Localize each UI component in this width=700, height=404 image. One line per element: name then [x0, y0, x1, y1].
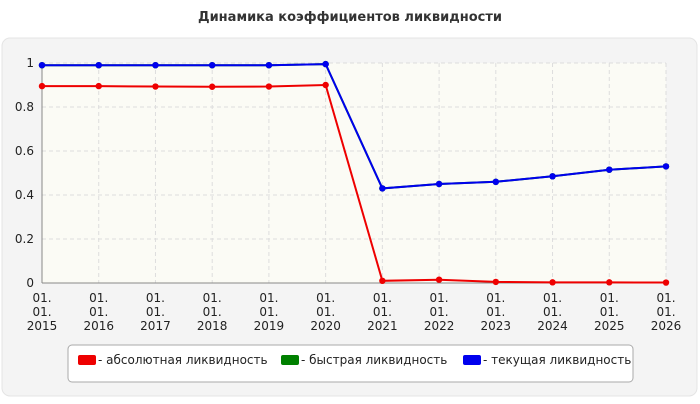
- data-point: [606, 166, 613, 173]
- x-tick-label: 01. 01. 2024: [537, 291, 568, 333]
- data-point: [662, 163, 670, 170]
- x-tick-label: 01. 01. 2016: [83, 291, 114, 333]
- series-line: [42, 63, 667, 190]
- y-tick-label: 0.2: [15, 232, 34, 246]
- data-point: [95, 61, 102, 69]
- data-point: [152, 83, 159, 90]
- data-point: [208, 61, 216, 69]
- x-tick-label: 01. 01. 2019: [254, 291, 285, 333]
- data-point: [38, 82, 46, 90]
- data-point: [38, 61, 46, 69]
- data-point: [379, 185, 386, 192]
- x-tick-label: 01. 01. 2020: [310, 291, 341, 333]
- x-tick-label: 01. 01. 2015: [27, 291, 58, 333]
- data-point: [265, 83, 273, 90]
- legend-label: - текущая ликвидность: [483, 353, 631, 367]
- y-tick-label: 0: [26, 276, 34, 290]
- legend-swatch: [78, 355, 96, 365]
- x-tick-label: 01. 01. 2017: [140, 291, 171, 333]
- x-tick-label: 01. 01. 2023: [481, 291, 512, 333]
- chart-title: Динамика коэффициентов ликвидности: [198, 10, 502, 25]
- data-point: [208, 83, 216, 90]
- data-point: [549, 279, 556, 286]
- legend-label: - абсолютная ликвидность: [98, 353, 268, 367]
- y-tick-label: 0.4: [15, 188, 34, 202]
- y-tick-label: 0.8: [15, 100, 34, 114]
- x-tick-label: 01. 01. 2018: [197, 291, 228, 333]
- data-point: [152, 61, 159, 69]
- legend: [67, 344, 634, 383]
- data-point: [322, 60, 329, 68]
- data-point: [549, 173, 556, 180]
- x-tick-label: 01. 01. 2021: [367, 291, 398, 333]
- x-tick-label: 01. 01. 2022: [424, 291, 455, 333]
- data-point: [492, 178, 500, 185]
- data-point: [265, 61, 273, 69]
- data-point: [379, 277, 386, 284]
- legend-swatch: [281, 355, 299, 365]
- data-point: [435, 276, 443, 283]
- series-line: [42, 83, 667, 284]
- legend-swatch: [463, 355, 481, 365]
- plot-area: [42, 63, 666, 283]
- y-tick-label: 0.6: [15, 144, 34, 158]
- x-tick-label: 01. 01. 2026: [651, 291, 682, 333]
- data-point: [492, 278, 500, 286]
- data-point: [662, 279, 670, 286]
- data-point: [606, 279, 613, 286]
- legend-label: - быстрая ликвидность: [301, 353, 447, 367]
- data-point: [95, 82, 102, 90]
- x-tick-label: 01. 01. 2025: [594, 291, 625, 333]
- data-point: [435, 180, 443, 188]
- y-tick-label: 1: [26, 56, 34, 70]
- data-point: [322, 81, 329, 89]
